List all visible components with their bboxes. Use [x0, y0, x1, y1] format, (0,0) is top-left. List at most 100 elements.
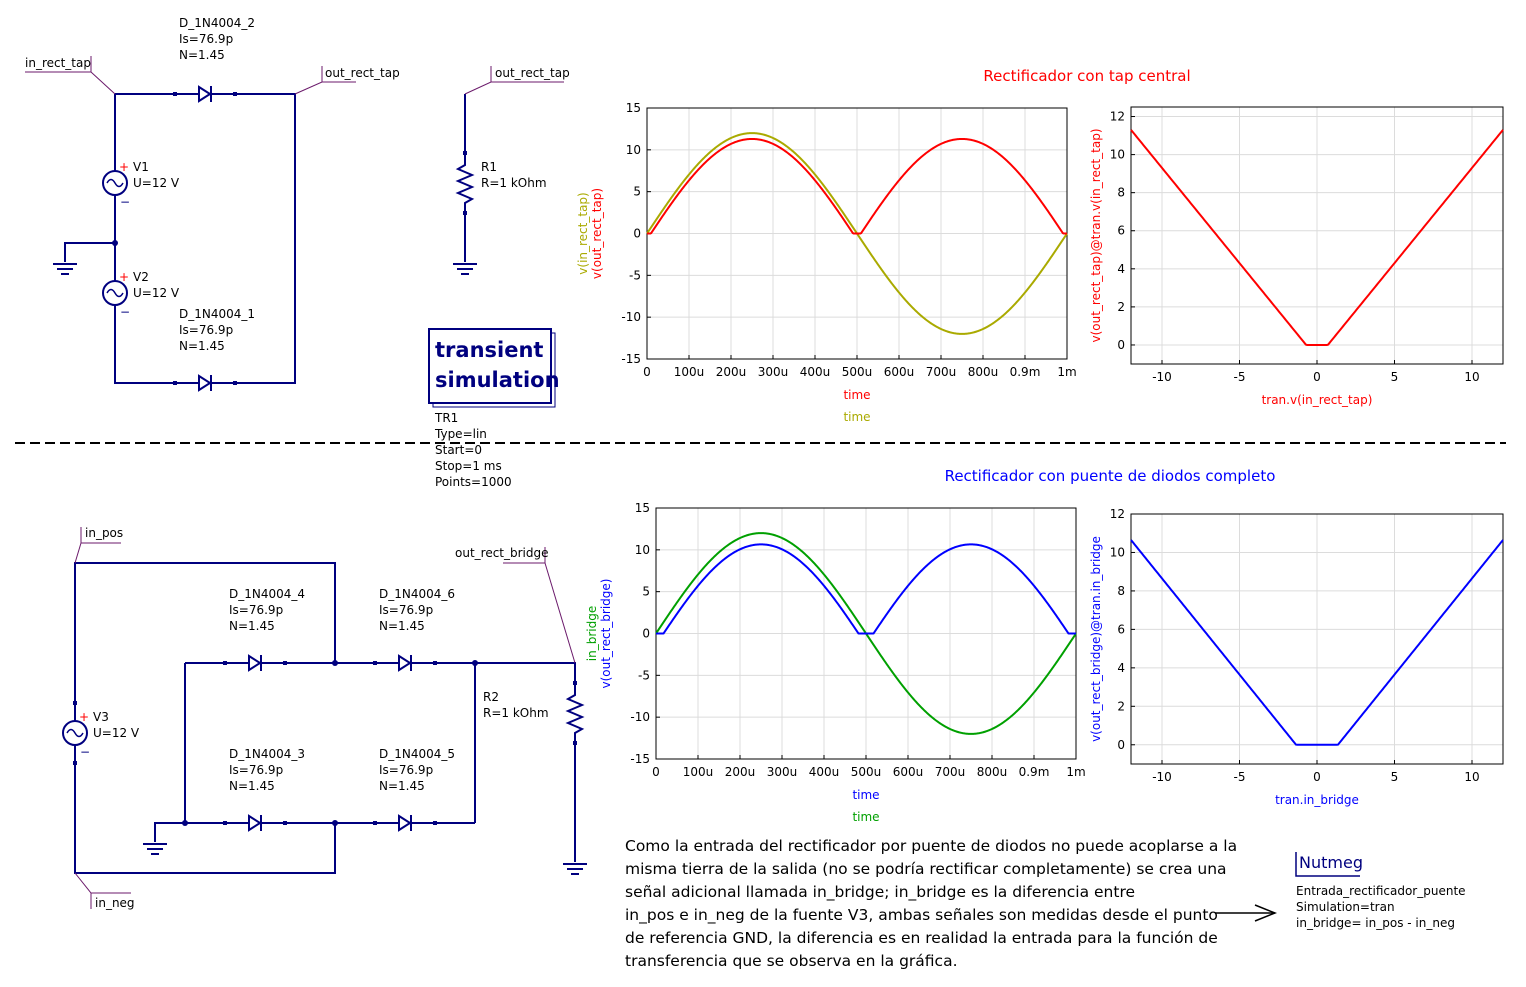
- x-tick-label: 0.9m: [1010, 365, 1041, 379]
- junction-dot: [472, 660, 478, 666]
- y-tick-label: 10: [1110, 545, 1125, 559]
- junction-dot: [112, 240, 118, 246]
- d5-is: Is=76.9p: [379, 763, 433, 777]
- diode-d5[interactable]: [373, 814, 437, 832]
- diode-d3[interactable]: [223, 814, 287, 832]
- transient-simulation-block[interactable]: transient simulation: [428, 328, 560, 408]
- junction-dot: [332, 820, 338, 826]
- y-tick-label: 10: [1110, 148, 1125, 162]
- x-axis-label: time: [852, 810, 879, 824]
- ground-symbol: [563, 863, 587, 875]
- x-tick-label: 500u: [842, 365, 873, 379]
- y-tick-label: 2: [1117, 699, 1125, 713]
- y-tick-label: 0: [633, 227, 641, 241]
- d3-name: D_1N4004_3: [229, 747, 305, 761]
- x-tick-label: 200u: [725, 765, 756, 779]
- sim-type: Type=lin: [434, 427, 487, 441]
- svg-text:+: +: [119, 160, 129, 174]
- d4-is: Is=76.9p: [229, 603, 283, 617]
- y-tick-label: -15: [630, 752, 650, 766]
- series-line: [1130, 539, 1504, 746]
- d3-n: N=1.45: [229, 779, 275, 793]
- x-tick-label: 800u: [977, 765, 1008, 779]
- x-tick-label: -5: [1234, 370, 1246, 384]
- d2-name: D_1N4004_2: [179, 16, 255, 30]
- chart-center-tap-transfer: -10 -5 0 5 10 0 2 4 6 8 10 12 tran.v(in_rect_tap) v(o…: [1089, 106, 1504, 407]
- y-axis-label: v(out_rect_bridge): [599, 579, 613, 689]
- x-tick-label: 0: [1313, 370, 1321, 384]
- x-tick-label: 10: [1464, 370, 1479, 384]
- x-tick-label: -5: [1234, 770, 1246, 784]
- x-axis-label: tran.v(in_rect_tap): [1262, 393, 1373, 407]
- d1-n: N=1.45: [179, 339, 225, 353]
- y-tick-label: 12: [1110, 507, 1125, 521]
- v2-u: U=12 V: [133, 286, 180, 300]
- wire: [64, 242, 115, 262]
- y-tick-label: 8: [1117, 186, 1125, 200]
- x-tick-label: 700u: [926, 365, 957, 379]
- nutmeg-block[interactable]: Nutmeg Entrada_rectificador_puente Simul…: [1295, 852, 1466, 930]
- svg-text:−: −: [120, 305, 130, 319]
- d4-n: N=1.45: [229, 619, 275, 633]
- diode-d1[interactable]: [173, 374, 237, 392]
- d1-name: D_1N4004_1: [179, 307, 255, 321]
- sim-box-line1: transient: [435, 338, 543, 362]
- x-axis-label: time: [843, 388, 870, 402]
- d2-is: Is=76.9p: [179, 32, 233, 46]
- ground-symbol: [53, 263, 77, 275]
- x-tick-label: 10: [1464, 770, 1479, 784]
- y-tick-label: 0: [1117, 738, 1125, 752]
- x-tick-label: 5: [1391, 370, 1399, 384]
- center-tap-circuit: D_1N4004_2 Is=76.9p N=1.45 D_1N4004_1 Is…: [25, 16, 570, 392]
- x-tick-label: 200u: [716, 365, 747, 379]
- x-tick-label: 0: [1313, 770, 1321, 784]
- voltage-source-v1[interactable]: + −: [102, 153, 130, 213]
- x-axis-label: time: [843, 410, 870, 424]
- r2-name: R2: [483, 690, 499, 704]
- x-tick-label: 600u: [884, 365, 915, 379]
- svg-text:+: +: [79, 710, 89, 724]
- d6-n: N=1.45: [379, 619, 425, 633]
- x-tick-label: 0: [643, 365, 651, 379]
- r1-name: R1: [481, 160, 497, 174]
- x-tick-label: 5: [1391, 770, 1399, 784]
- x-tick-label: -10: [1152, 370, 1172, 384]
- y-axis-label: in_bridge: [585, 606, 599, 661]
- y-tick-label: 0: [1117, 338, 1125, 352]
- chart-bridge-transfer: -10 -5 0 5 10 0 2 4 6 8 10 12 tran.in_bridge v(out_re…: [1089, 507, 1504, 807]
- resistor-r2[interactable]: [565, 681, 585, 745]
- net-label-out-rect-bridge: out_rect_bridge: [455, 546, 549, 560]
- diode-d4[interactable]: [223, 654, 287, 672]
- y-tick-label: 4: [1117, 661, 1125, 675]
- y-tick-label: -15: [621, 352, 641, 366]
- sim-stop: Stop=1 ms: [435, 459, 502, 473]
- wire: [74, 763, 336, 874]
- chart-center-tap-time: 0 100u 200u 300u 400u 500u 600u 700u 800u 0.9m 1m -…: [576, 101, 1077, 424]
- junction-dot: [332, 660, 338, 666]
- y-tick-label: 6: [1117, 224, 1125, 238]
- description-line: de referencia GND, la diferencia es en r…: [625, 929, 1218, 947]
- diode-d6[interactable]: [373, 654, 437, 672]
- diode-d2[interactable]: [173, 85, 237, 103]
- y-tick-label: 5: [642, 585, 650, 599]
- y-axis-label: v(out_rect_tap)@tran.v(in_rect_tap): [1089, 129, 1103, 343]
- junction-dot: [182, 820, 188, 826]
- wire: [74, 562, 336, 703]
- y-tick-label: 6: [1117, 622, 1125, 636]
- series-line: [647, 137, 1067, 235]
- x-axis-label: tran.in_bridge: [1275, 793, 1359, 807]
- y-tick-label: 10: [626, 143, 641, 157]
- y-tick-label: -5: [638, 668, 650, 682]
- voltage-source-v3[interactable]: + −: [62, 701, 90, 765]
- net-label-line: [294, 81, 356, 95]
- net-label-line: [464, 81, 564, 95]
- x-tick-label: 700u: [935, 765, 966, 779]
- resistor-r1[interactable]: [455, 151, 475, 215]
- x-tick-label: 300u: [758, 365, 789, 379]
- y-axis-label: v(out_rect_tap): [590, 188, 604, 279]
- svg-text:+: +: [119, 270, 129, 284]
- chart-bridge-time: 0 100u 200u 300u 400u 500u 600u 700u 800u 0.9m 1m -…: [585, 501, 1086, 824]
- voltage-source-v2[interactable]: + −: [102, 270, 130, 319]
- chart-title-bridge: Rectificador con puente de diodos comple…: [945, 467, 1276, 485]
